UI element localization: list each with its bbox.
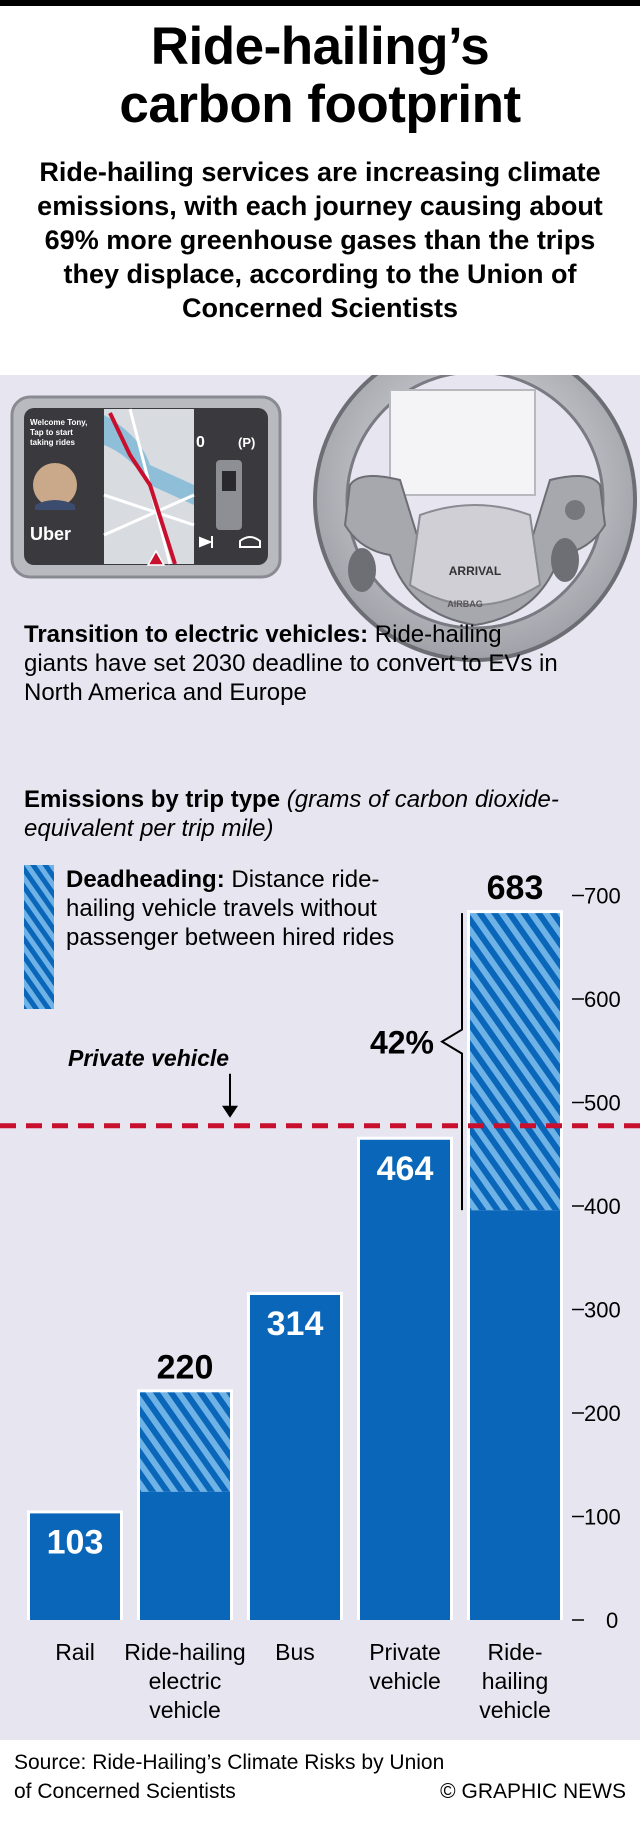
parking-brake-icon: (P) <box>238 435 255 450</box>
footer: Source: Ride-Hailing’s Climate Risks by … <box>0 1740 640 1824</box>
driver-avatar <box>33 463 77 507</box>
title-line-1: Ride-hailing’s <box>150 17 490 76</box>
wheel-airbag: AIRBAG <box>447 599 483 609</box>
y-tick-label: 100 <box>584 1505 621 1530</box>
category-label: vehicle <box>369 1668 441 1694</box>
deadheading-percent-label: 42% <box>370 1025 434 1061</box>
category-label: Bus <box>275 1639 315 1665</box>
wheel-brand: ARRIVAL <box>449 564 501 578</box>
ev-note-heading: Transition to electric vehicles: <box>24 621 369 648</box>
y-tick-label: 500 <box>584 1091 621 1116</box>
emissions-heading: Emissions by trip type <box>24 786 281 813</box>
category-label: hailing <box>482 1668 549 1694</box>
category-label: Ride-hailing <box>124 1639 245 1665</box>
hazard-icon <box>146 549 166 566</box>
bar-value-label: 314 <box>267 1305 324 1343</box>
legend-body: Distance ride-hailing vehicle travels wi… <box>66 866 395 951</box>
bar-deadheading <box>470 913 560 1211</box>
bar-value-label: 103 <box>47 1523 104 1561</box>
bar-solid <box>360 1139 450 1620</box>
screen-digit: 0 <box>196 434 205 451</box>
page-title: Ride-hailing’s carbon footprint <box>0 18 640 134</box>
emissions-heading-block: Emissions by trip type (grams of carbon … <box>24 785 624 843</box>
ev-note-body: Ride-hailing giants have set 2030 deadli… <box>24 621 558 706</box>
legend-heading: Deadheading: <box>66 866 225 893</box>
y-tick-label: 400 <box>584 1194 621 1219</box>
headlight-icon <box>199 536 213 548</box>
horn-icon <box>239 536 261 548</box>
top-rule <box>0 0 640 6</box>
y-tick-label: 300 <box>584 1298 621 1323</box>
emissions-units: (grams of carbon dioxide-equivalent per … <box>24 786 559 842</box>
source-line-2: of Concerned Scientists <box>14 1780 236 1803</box>
bar-value-label: 220 <box>157 1348 214 1386</box>
y-tick-label: 0 <box>606 1608 618 1633</box>
gear-selector-icon <box>216 460 242 530</box>
deadheading-bracket <box>440 913 463 1211</box>
ev-transition-note: Transition to electric vehicles: Ride-ha… <box>24 620 564 707</box>
bar-solid <box>250 1295 340 1620</box>
category-label: Private <box>369 1639 441 1665</box>
bar-solid <box>470 1210 560 1620</box>
bar-solid <box>30 1513 120 1620</box>
reference-line-label: Private vehicle <box>68 1045 229 1071</box>
legend-swatch-deadheading <box>24 865 54 1009</box>
legend-deadheading: Deadheading: Distance ride-hailing vehic… <box>66 865 406 952</box>
screen-welcome-1: Welcome Tony, <box>30 418 87 427</box>
screen-brand: Uber <box>30 524 71 544</box>
credit-text: © GRAPHIC NEWS <box>440 1780 626 1803</box>
category-label: Ride- <box>488 1639 543 1665</box>
category-label: Rail <box>55 1639 95 1665</box>
bar-value-label: 464 <box>377 1150 434 1188</box>
source-line-1: Source: Ride-Hailing’s Climate Risks by … <box>14 1751 445 1774</box>
category-label: vehicle <box>479 1697 551 1723</box>
category-label: electric <box>149 1668 222 1694</box>
bar-value-label: 683 <box>487 869 544 907</box>
subtitle: Ride-hailing services are increasing cli… <box>37 157 603 323</box>
dashboard-illustration: ARRIVAL AIRBAG Welcome Tony, Tap to star… <box>10 375 637 662</box>
y-tick-label: 200 <box>584 1401 621 1426</box>
screen-welcome-2: Tap to start <box>30 428 73 437</box>
steering-wheel-icon: ARRIVAL AIRBAG <box>313 375 637 662</box>
bar-solid <box>140 1491 230 1620</box>
y-tick-label: 600 <box>584 987 621 1012</box>
category-label: vehicle <box>149 1697 221 1723</box>
source-text: Source: Ride-Hailing’s Climate Risks by … <box>14 1748 514 1806</box>
emissions-bar-chart: 0 100 200 300 400 500 600 700 103 220 314 464 683 Ra… <box>0 869 640 1723</box>
y-tick-label: 700 <box>584 884 621 909</box>
dashboard-screen: Welcome Tony, Tap to start taking rides … <box>10 395 282 579</box>
screen-welcome-3: taking rides <box>30 438 75 447</box>
bar-deadheading <box>140 1392 230 1492</box>
title-line-2: carbon footprint <box>119 75 521 134</box>
reference-arrowhead-icon <box>222 1105 238 1118</box>
